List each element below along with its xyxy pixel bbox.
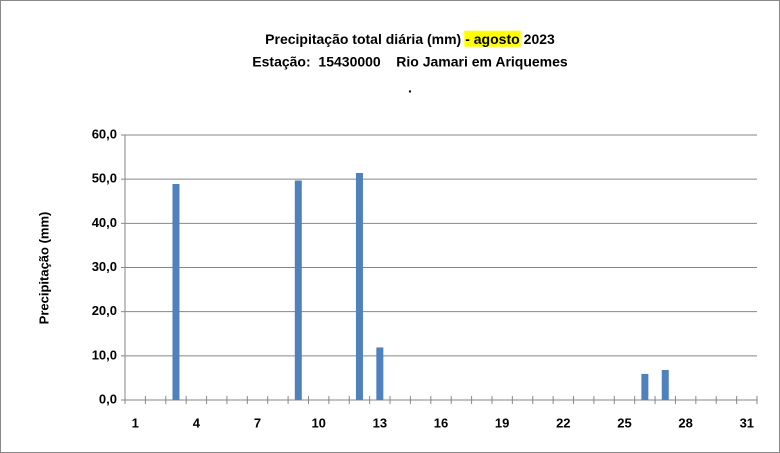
y-tick-label: 40,0 bbox=[92, 215, 117, 230]
y-axis-label: Precipitação (mm) bbox=[36, 212, 51, 325]
y-tick-label: 0,0 bbox=[99, 391, 117, 406]
x-tick-label: 10 bbox=[311, 415, 325, 430]
x-tick-label: 31 bbox=[740, 415, 754, 430]
x-tick-label: 7 bbox=[254, 415, 261, 430]
bar bbox=[641, 373, 649, 400]
y-tick-label: 20,0 bbox=[92, 303, 117, 318]
title-part: Precipitação total diária (mm) bbox=[265, 31, 461, 47]
chart-note: . bbox=[408, 80, 412, 96]
y-tick-label: 30,0 bbox=[92, 259, 117, 274]
x-tick-label: 19 bbox=[495, 415, 509, 430]
chart-subtitle: Estação: 15430000 Rio Jamari em Ariqueme… bbox=[252, 54, 568, 70]
x-tick-label: 13 bbox=[373, 415, 387, 430]
bar bbox=[661, 369, 669, 400]
chart-title: Precipitação total diária (mm) - agosto 20… bbox=[265, 31, 555, 47]
bar bbox=[355, 172, 363, 400]
x-tick-label: 25 bbox=[617, 415, 631, 430]
bar bbox=[294, 180, 302, 400]
bar bbox=[376, 347, 384, 400]
y-tick-label: 10,0 bbox=[92, 347, 117, 362]
x-tick-label: 4 bbox=[193, 415, 201, 430]
bar bbox=[172, 184, 180, 400]
y-tick-label: 60,0 bbox=[92, 126, 117, 141]
x-tick-label: 22 bbox=[556, 415, 570, 430]
title-highlight-bg bbox=[464, 30, 521, 47]
x-tick-label: 1 bbox=[132, 415, 139, 430]
title-part: 2023 bbox=[524, 31, 555, 47]
x-tick-label: 16 bbox=[434, 415, 448, 430]
x-tick-label: 28 bbox=[678, 415, 692, 430]
y-tick-label: 50,0 bbox=[92, 171, 117, 186]
title-highlight: - agosto bbox=[465, 31, 519, 47]
